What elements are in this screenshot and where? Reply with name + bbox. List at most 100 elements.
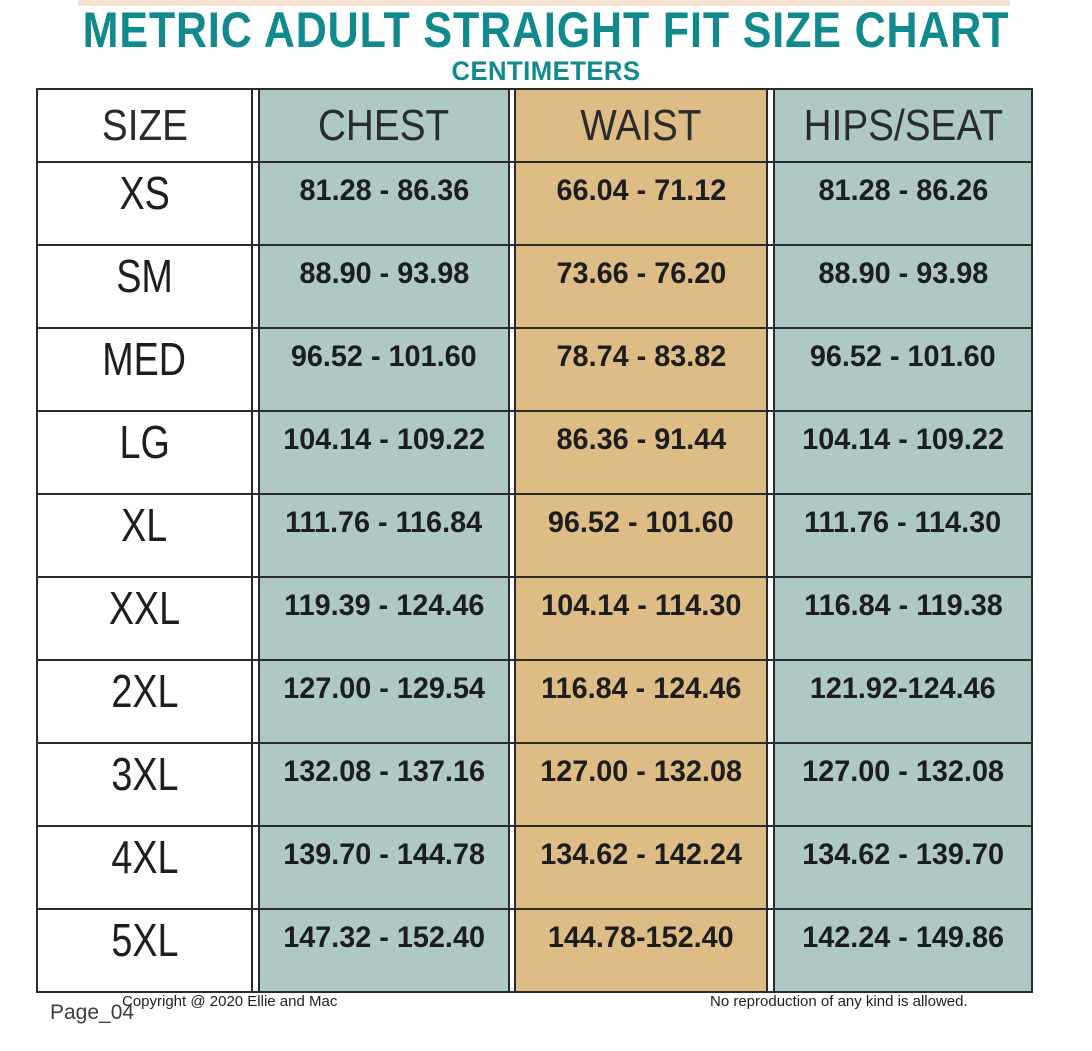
decorative-top-strip [78,0,1010,6]
waist-value: 116.84 - 124.46 [540,672,742,705]
column-gutter [768,578,773,659]
chest-value: 132.08 - 137.16 [283,755,485,788]
column-gutter [768,246,773,327]
chest-cell: 119.39 - 124.46 [258,578,510,659]
column-gutter [253,827,258,908]
hips-value: 121.92-124.46 [810,672,996,705]
table-body: XS 81.28 - 86.36 66.04 - 71.12 81.28 - 8… [36,161,1033,991]
waist-header-label: WAIST [580,100,702,150]
waist-cell: 134.62 - 142.24 [514,827,768,908]
column-gutter [768,744,773,825]
size-cell: 3XL [36,744,253,825]
size-label: XS [119,167,170,219]
copyright-text: Copyright @ 2020 Ellie and Mac [122,993,338,1010]
column-header-waist: WAIST [514,90,768,161]
column-header-size: SIZE [36,90,253,161]
waist-value: 96.52 - 101.60 [548,506,734,539]
size-cell: 2XL [36,661,253,742]
waist-cell: 78.74 - 83.82 [514,329,768,410]
size-label: LG [119,416,170,468]
column-gutter [510,163,514,244]
table-row: XXL 119.39 - 124.46 104.14 - 114.30 116.… [36,576,1033,659]
page-subtitle: CENTIMETERS [451,56,641,86]
chest-cell: 139.70 - 144.78 [258,827,510,908]
size-header-label: SIZE [101,100,188,150]
size-label: XXL [108,582,181,634]
chest-value: 104.14 - 109.22 [283,423,485,456]
hips-cell: 96.52 - 101.60 [773,329,1033,410]
table-row: 2XL 127.00 - 129.54 116.84 - 124.46 121.… [36,659,1033,742]
column-gutter [253,578,258,659]
column-gutter [768,329,773,410]
column-gutter [253,412,258,493]
chest-value: 88.90 - 93.98 [299,257,469,290]
hips-cell: 81.28 - 86.26 [773,163,1033,244]
waist-value: 86.36 - 91.44 [556,423,726,456]
waist-value: 144.78-152.40 [548,921,734,954]
column-gutter [253,910,258,991]
hips-value: 134.62 - 139.70 [802,838,1004,871]
column-gutter [510,744,514,825]
hips-header-label: HIPS/SEAT [803,100,1003,150]
page-title: METRIC ADULT STRAIGHT FIT SIZE CHART [82,2,1010,58]
size-label: 4XL [110,831,179,883]
hips-cell: 134.62 - 139.70 [773,827,1033,908]
waist-cell: 127.00 - 132.08 [514,744,768,825]
column-gutter [253,246,258,327]
column-gutter [510,412,514,493]
size-label: SM [116,250,173,302]
column-gutter [768,495,773,576]
hips-cell: 116.84 - 119.38 [773,578,1033,659]
column-gutter [510,661,514,742]
size-cell: XS [36,163,253,244]
waist-cell: 144.78-152.40 [514,910,768,991]
column-gutter [253,661,258,742]
column-gutter [768,661,773,742]
column-header-chest: CHEST [258,90,510,161]
size-label: 3XL [110,748,179,800]
size-cell: SM [36,246,253,327]
hips-value: 127.00 - 132.08 [802,755,1004,788]
size-cell: LG [36,412,253,493]
column-gutter [768,412,773,493]
column-gutter [253,744,258,825]
table-row: XS 81.28 - 86.36 66.04 - 71.12 81.28 - 8… [36,161,1033,244]
size-cell: 4XL [36,827,253,908]
hips-value: 81.28 - 86.26 [818,174,988,207]
column-gutter [510,329,514,410]
column-gutter [768,163,773,244]
chest-value: 81.28 - 86.36 [299,174,469,207]
column-gutter [510,495,514,576]
waist-value: 73.66 - 76.20 [556,257,726,290]
waist-cell: 116.84 - 124.46 [514,661,768,742]
table-row: LG 104.14 - 109.22 86.36 - 91.44 104.14 … [36,410,1033,493]
size-cell: 5XL [36,910,253,991]
column-gutter [253,495,258,576]
size-cell: MED [36,329,253,410]
page-number: Page_04 [50,1001,135,1024]
size-label: MED [102,333,187,385]
table-row: 3XL 132.08 - 137.16 127.00 - 132.08 127.… [36,742,1033,825]
hips-cell: 121.92-124.46 [773,661,1033,742]
chest-header-label: CHEST [318,100,450,150]
hips-value: 111.76 - 114.30 [804,506,1002,539]
hips-cell: 111.76 - 114.30 [773,495,1033,576]
column-gutter [510,910,514,991]
chest-value: 139.70 - 144.78 [283,838,485,871]
chest-cell: 104.14 - 109.22 [258,412,510,493]
waist-cell: 86.36 - 91.44 [514,412,768,493]
chest-cell: 147.32 - 152.40 [258,910,510,991]
waist-value: 134.62 - 142.24 [540,838,742,871]
size-label: 2XL [110,665,179,717]
chest-cell: 88.90 - 93.98 [258,246,510,327]
waist-cell: 66.04 - 71.12 [514,163,768,244]
waist-value: 127.00 - 132.08 [540,755,742,788]
waist-cell: 73.66 - 76.20 [514,246,768,327]
no-reproduction-text: No reproduction of any kind is allowed. [710,993,968,1010]
hips-cell: 127.00 - 132.08 [773,744,1033,825]
column-gutter [768,90,773,161]
size-label: 5XL [110,914,179,966]
chest-cell: 132.08 - 137.16 [258,744,510,825]
chest-cell: 81.28 - 86.36 [258,163,510,244]
column-gutter [768,827,773,908]
